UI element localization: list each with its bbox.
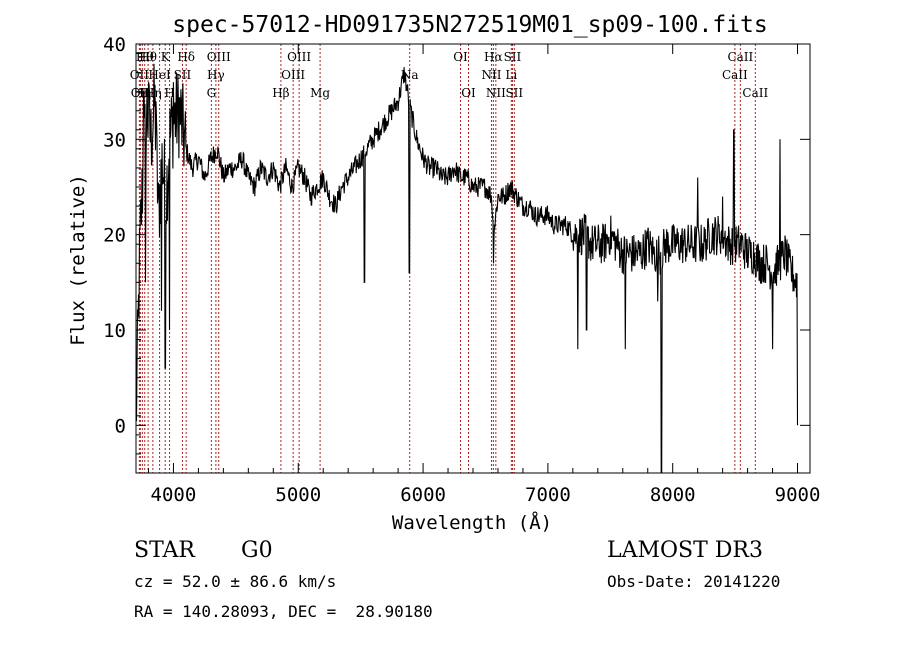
x-tick-label: 9000 (775, 484, 821, 506)
x-tick-label: 6000 (400, 484, 446, 506)
spectrum-line (135, 63, 799, 474)
x-axis-ticks: 4000 5000 6000 7000 8000 9000 (147, 44, 821, 506)
y-tick-label: 20 (103, 225, 126, 247)
x-tick-label: 7000 (525, 484, 571, 506)
chart-title: spec-57012-HD091735N272519M01_sp09-100.f… (172, 12, 767, 38)
x-axis-label: Wavelength (Å) (392, 511, 552, 534)
line-marker-label: OII (130, 68, 150, 82)
object-subclass: G0 (241, 538, 273, 563)
x-tick-label: 5000 (275, 484, 321, 506)
line-marker-label: NII (486, 86, 506, 100)
y-axis-ticks: 0 10 20 30 40 (103, 34, 810, 474)
line-marker-label: K (161, 50, 171, 64)
redshift-text: cz = 52.0 ± 86.6 km/s (134, 572, 337, 591)
line-marker-label: OI (453, 50, 468, 64)
line-marker-label: HeI (148, 68, 171, 82)
line-marker-label: CaII (742, 86, 768, 100)
line-marker-label: Hγ (207, 68, 225, 82)
line-marker-label: G (207, 86, 217, 100)
line-marker-label: OIII (281, 68, 305, 82)
obs-date-text: Obs-Date: 20141220 (607, 572, 781, 591)
line-marker-label: OI (461, 86, 476, 100)
line-marker-label: CaII (722, 68, 748, 82)
line-marker-label: Li (505, 68, 517, 82)
spectrum-series (135, 63, 799, 474)
y-tick-label: 10 (103, 320, 126, 342)
line-marker-label: SII (504, 50, 522, 64)
line-marker-label: NII (481, 68, 501, 82)
x-tick-label: 8000 (650, 484, 696, 506)
line-marker-label: OIII (207, 50, 231, 64)
y-axis-label: Flux (relative) (67, 174, 89, 346)
y-tick-label: 30 (103, 129, 126, 151)
line-markers (138, 44, 756, 473)
object-type: STAR (134, 538, 195, 563)
coordinates-text: RA = 140.28093, DEC = 28.90180 (134, 602, 433, 621)
line-marker-label: Hδ (177, 50, 195, 64)
line-marker-label: Mg (310, 86, 330, 100)
line-marker-label: Hβ (272, 86, 289, 100)
y-tick-label: 0 (115, 415, 126, 437)
plot-frame (135, 43, 811, 474)
line-marker-label: SII (505, 86, 523, 100)
survey-name: LAMOST DR3 (607, 538, 763, 563)
line-marker-label: Hα (484, 50, 503, 64)
x-tick-label: 4000 (151, 484, 197, 506)
line-marker-label: CaII (727, 50, 753, 64)
line-marker-labels: OIIOIIHηHθHθHηHeIKHSIIHδGHγOIIIHβOIIIOII… (130, 50, 769, 100)
y-tick-label: 40 (103, 34, 126, 56)
line-marker-label: OIII (287, 50, 311, 64)
line-marker-label: H (164, 86, 174, 100)
line-marker-label: Hθ (139, 50, 157, 64)
